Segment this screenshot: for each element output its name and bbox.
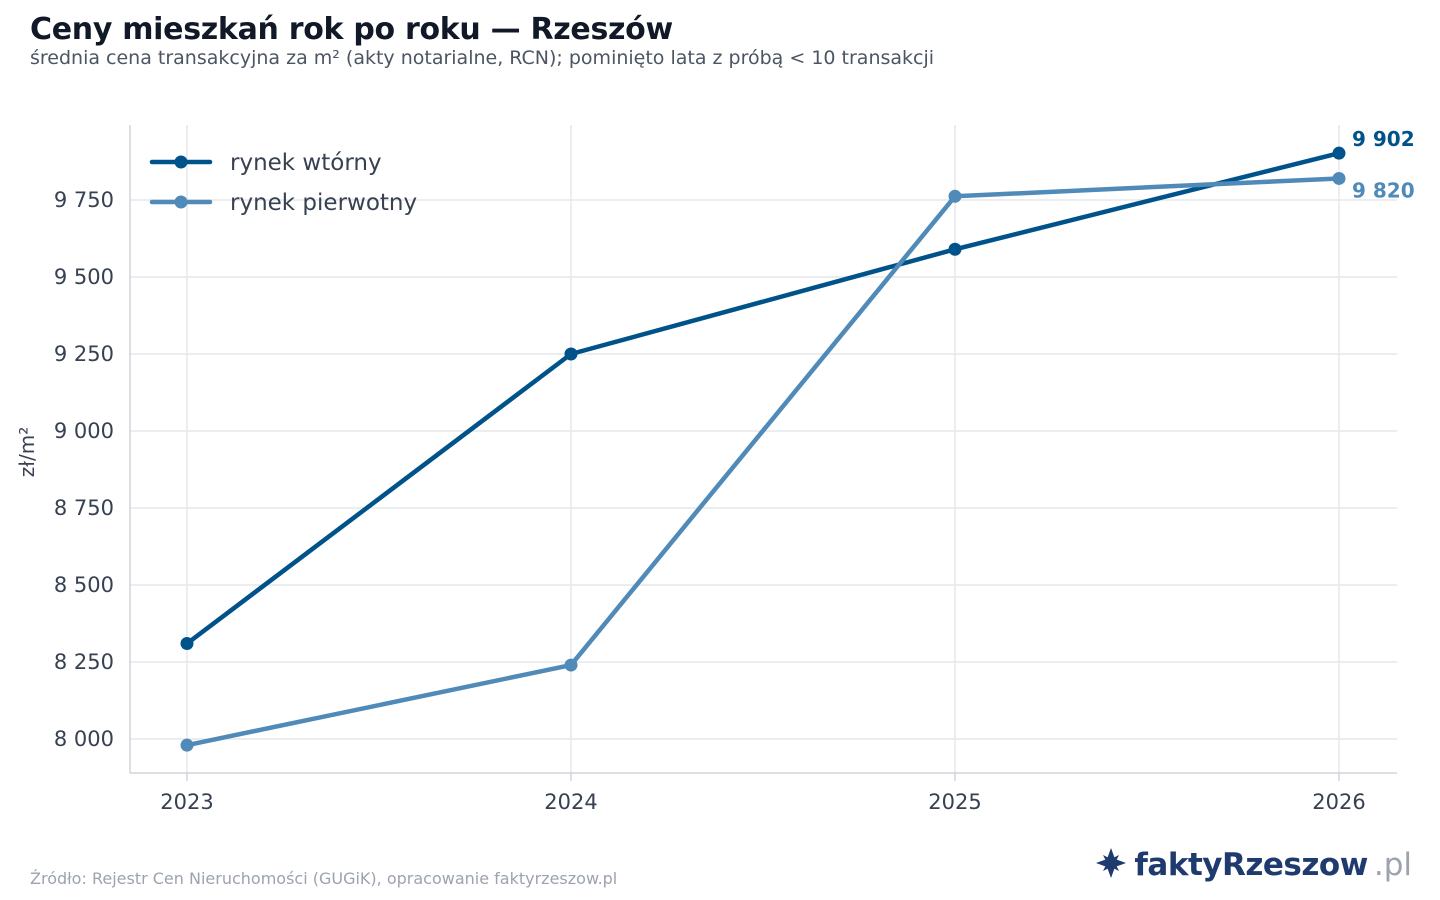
brand-tld: .pl <box>1373 847 1412 883</box>
legend-marker <box>174 155 188 169</box>
data-point <box>948 242 962 256</box>
end-value-label: 9 820 <box>1352 178 1415 202</box>
series-line <box>184 176 1342 748</box>
legend-label: rynek pierwotny <box>230 190 417 216</box>
series-line <box>184 150 1342 646</box>
chart-subtitle: średnia cena transakcyjna za m² (akty no… <box>30 47 935 69</box>
x-tick-label: 2024 <box>544 790 597 814</box>
axes: 8 000 8 250 8 500 8 750 9 000 9 250 9 500 9 750… <box>54 125 1397 814</box>
x-tick-label: 2023 <box>160 790 213 814</box>
data-point <box>180 637 194 651</box>
source-note: Źródło: Rejestr Cen Nieruchomości (GUGiK… <box>30 869 618 888</box>
data-point <box>180 738 194 752</box>
brand-name: faktyRzeszow <box>1134 847 1368 883</box>
y-tick-label: 8 750 <box>54 496 114 520</box>
data-point <box>1332 146 1346 160</box>
legend: rynek wtórny rynek pierwotny <box>149 150 417 216</box>
y-axis-title: zł/m² <box>15 427 39 477</box>
legend-marker <box>174 195 188 209</box>
brand-logo[interactable]: faktyRzeszow .pl <box>1094 846 1412 884</box>
y-tick-label: 9 750 <box>54 188 114 212</box>
chart-title: Ceny mieszkań rok po roku — Rzeszów <box>30 12 673 47</box>
series: 9 902 9 820 <box>180 127 1415 752</box>
x-tick-label: 2025 <box>928 790 981 814</box>
y-tick-label: 8 250 <box>54 650 114 674</box>
end-value-label: 9 902 <box>1352 127 1415 151</box>
y-tick-label: 9 000 <box>54 419 114 443</box>
y-tick-label: 9 500 <box>54 265 114 289</box>
y-tick-label: 8 500 <box>54 573 114 597</box>
x-tick-label: 2026 <box>1312 790 1365 814</box>
gridlines <box>130 125 1397 773</box>
y-tick-label: 8 000 <box>54 727 114 751</box>
cross-icon <box>1094 846 1128 884</box>
data-point <box>564 347 578 361</box>
y-tick-label: 9 250 <box>54 342 114 366</box>
data-point <box>948 189 962 203</box>
legend-label: rynek wtórny <box>230 150 382 176</box>
data-point <box>564 658 578 672</box>
data-point <box>1332 171 1346 185</box>
